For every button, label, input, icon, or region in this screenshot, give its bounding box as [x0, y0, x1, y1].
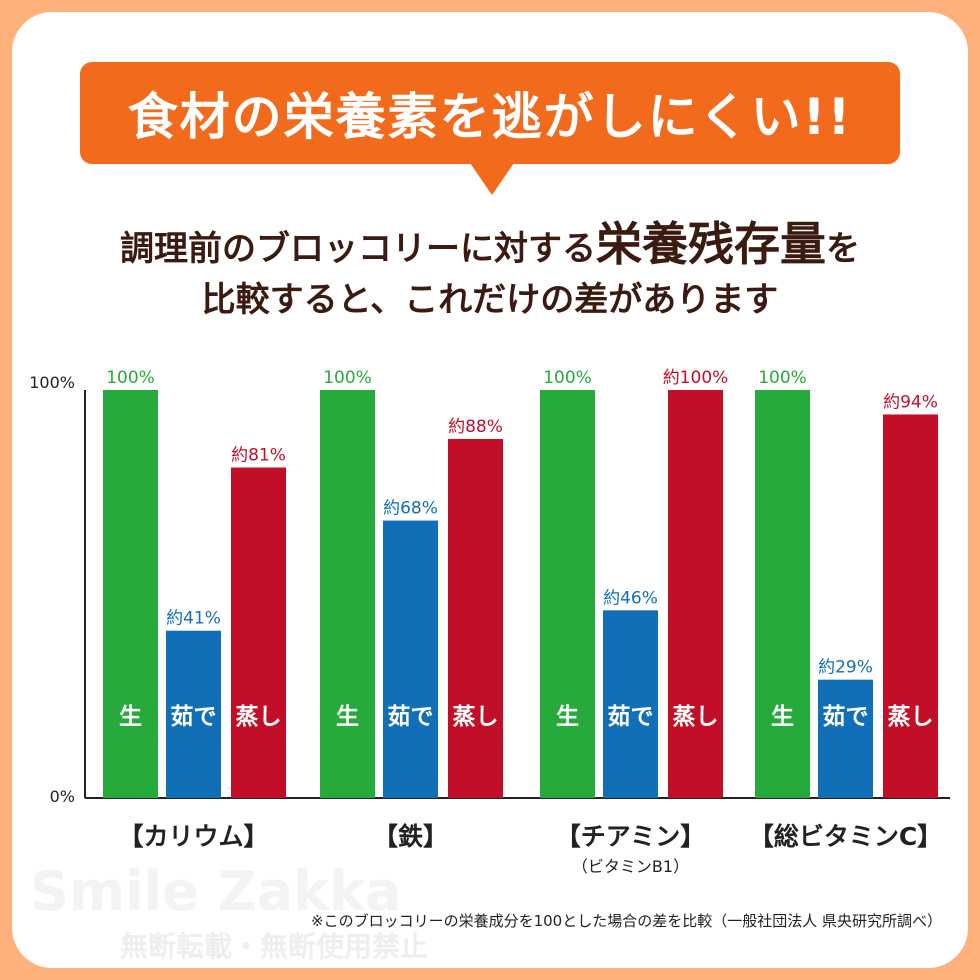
footnote: ※このブロッコリーの栄養成分を100とした場合の差を比較（一般社団法人 県央研究… — [311, 912, 942, 930]
x-category-label: 【カリウム】 — [118, 822, 268, 851]
y-tick-label: 100% — [29, 373, 75, 392]
bar-series-label: 生 — [336, 704, 359, 730]
y-tick-label: 0% — [50, 787, 75, 806]
banner-pointer — [470, 163, 514, 195]
bar-0 — [540, 390, 595, 798]
x-category-sublabel: （ビタミンB1） — [572, 857, 689, 876]
bar-series-label: 茹で — [608, 703, 654, 730]
bar-2 — [668, 390, 723, 798]
subtitle-line2: 比較すると、これだけの差があります — [201, 280, 779, 320]
bar-2 — [883, 414, 938, 798]
data-label: 100% — [543, 368, 592, 388]
x-category-label: 【総ビタミンC】 — [749, 822, 942, 851]
bar-2 — [448, 438, 503, 798]
bar-series-label: 蒸し — [453, 704, 499, 730]
subtitle-line1: 調理前のブロッコリーに対する栄養残存量を — [0, 208, 980, 274]
bar-0 — [755, 390, 810, 798]
data-label: 100% — [758, 368, 807, 388]
data-label: 約88% — [448, 417, 503, 437]
x-category-label: 【チアミン】 — [556, 822, 706, 851]
bar-series-label: 蒸し — [673, 704, 719, 730]
headline-banner: 食材の栄養素を逃がしにくい!! — [80, 62, 900, 164]
bar-series-label: 茹で — [388, 703, 434, 730]
watermark: Smile Zakka — [30, 860, 402, 923]
data-label: 100% — [106, 368, 155, 388]
data-label: 約68% — [383, 499, 438, 519]
data-label: 100% — [323, 368, 372, 388]
bar-series-label: 生 — [556, 704, 579, 730]
subtitle-pre: 調理前のブロッコリーに対する — [120, 229, 596, 269]
bar-0 — [320, 390, 375, 798]
data-label: 約81% — [231, 446, 286, 466]
bar-1 — [383, 520, 438, 798]
data-label: 約100% — [663, 368, 729, 388]
data-label: 約94% — [883, 392, 938, 412]
data-label: 約46% — [603, 588, 658, 608]
bar-2 — [231, 467, 286, 798]
subtitle-emphasis: 栄養残存量 — [596, 217, 826, 271]
bar-1 — [166, 630, 221, 798]
data-label: 約29% — [818, 658, 873, 678]
x-category-label: 【鉄】 — [373, 822, 448, 851]
subtitle-post: を — [826, 229, 860, 269]
data-label: 約41% — [166, 609, 221, 629]
bar-1 — [603, 610, 658, 798]
bar-series-label: 蒸し — [888, 704, 934, 730]
bar-1 — [818, 679, 873, 798]
bar-series-label: 生 — [119, 704, 142, 730]
bar-0 — [103, 390, 158, 798]
watermark-notice: 無断転載・無断使用禁止 — [120, 930, 429, 963]
bar-series-label: 蒸し — [236, 704, 282, 730]
bar-series-label: 茹で — [171, 703, 217, 730]
bar-series-label: 生 — [771, 704, 794, 730]
bar-series-label: 茹で — [823, 703, 869, 730]
